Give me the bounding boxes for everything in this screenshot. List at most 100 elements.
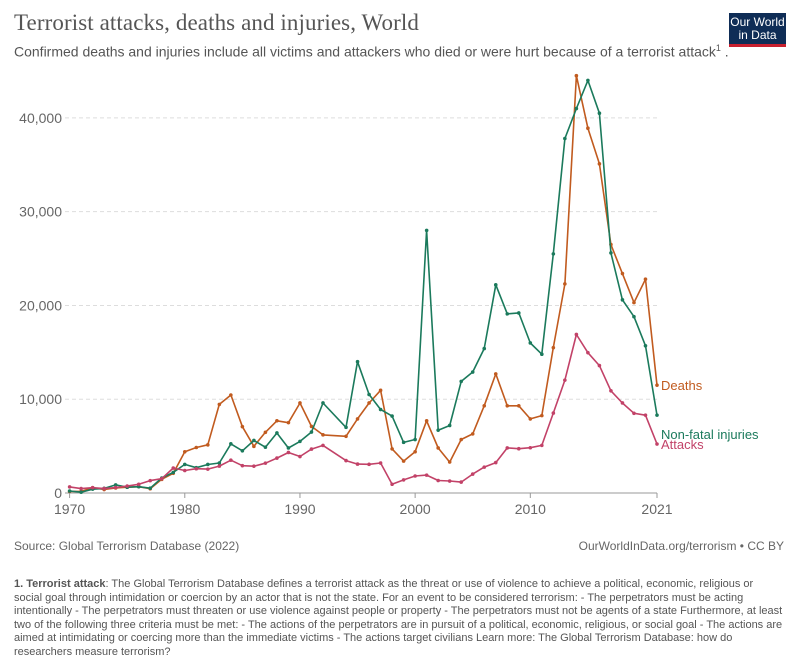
data-point[interactable]: [298, 454, 302, 459]
data-point[interactable]: [586, 78, 590, 83]
data-point[interactable]: [551, 252, 556, 256]
data-point[interactable]: [620, 401, 625, 405]
data-point[interactable]: [263, 445, 268, 450]
data-point[interactable]: [436, 428, 440, 432]
data-point[interactable]: [390, 414, 394, 418]
data-point[interactable]: [609, 251, 613, 255]
data-point[interactable]: [505, 446, 510, 450]
data-point[interactable]: [171, 470, 176, 475]
data-point[interactable]: [401, 478, 406, 482]
data-point[interactable]: [459, 480, 464, 484]
data-point[interactable]: [632, 314, 636, 319]
data-point[interactable]: [574, 332, 579, 337]
data-point[interactable]: [217, 464, 222, 468]
data-point[interactable]: [505, 312, 510, 316]
data-point[interactable]: [159, 476, 164, 481]
data-point[interactable]: [632, 411, 636, 416]
data-point[interactable]: [540, 443, 544, 448]
data-point[interactable]: [125, 484, 129, 488]
data-point[interactable]: [344, 434, 348, 439]
series-non-fatal-injuries[interactable]: [67, 78, 659, 495]
data-point[interactable]: [229, 393, 233, 397]
data-point[interactable]: [413, 449, 417, 454]
data-point[interactable]: [516, 446, 521, 451]
data-point[interactable]: [470, 370, 475, 374]
data-point[interactable]: [217, 461, 222, 465]
data-point[interactable]: [217, 402, 222, 407]
data-point[interactable]: [401, 459, 406, 463]
series-deaths[interactable]: [67, 73, 659, 494]
data-point[interactable]: [436, 446, 440, 450]
data-point[interactable]: [194, 445, 199, 450]
data-point[interactable]: [563, 282, 567, 286]
data-point[interactable]: [447, 423, 452, 428]
legend-label[interactable]: Deaths: [661, 378, 703, 393]
data-point[interactable]: [378, 407, 383, 412]
data-point[interactable]: [298, 401, 302, 405]
legend-label[interactable]: Non-fatal injuries: [661, 427, 759, 442]
data-point[interactable]: [551, 411, 556, 415]
data-point[interactable]: [620, 298, 625, 302]
data-point[interactable]: [136, 482, 141, 487]
data-point[interactable]: [252, 438, 256, 443]
data-point[interactable]: [344, 458, 348, 463]
data-point[interactable]: [540, 352, 544, 357]
data-point[interactable]: [470, 432, 475, 436]
data-point[interactable]: [643, 413, 648, 417]
data-point[interactable]: [482, 403, 487, 408]
data-point[interactable]: [574, 106, 579, 111]
data-point[interactable]: [493, 283, 498, 287]
data-point[interactable]: [113, 485, 118, 490]
data-point[interactable]: [309, 424, 314, 429]
data-point[interactable]: [79, 490, 83, 495]
data-point[interactable]: [459, 379, 464, 384]
owid-logo[interactable]: Our World in Data: [729, 13, 786, 47]
data-point[interactable]: [528, 341, 533, 345]
data-point[interactable]: [309, 447, 314, 451]
data-point[interactable]: [344, 425, 348, 430]
data-point[interactable]: [516, 311, 521, 315]
data-point[interactable]: [413, 437, 417, 442]
data-point[interactable]: [194, 466, 199, 471]
data-point[interactable]: [148, 486, 153, 490]
data-point[interactable]: [355, 359, 360, 364]
data-point[interactable]: [528, 445, 533, 450]
data-point[interactable]: [528, 417, 533, 421]
data-point[interactable]: [321, 433, 325, 437]
data-point[interactable]: [286, 420, 291, 425]
data-point[interactable]: [90, 485, 95, 490]
data-point[interactable]: [286, 446, 291, 450]
series-attacks[interactable]: [67, 332, 659, 491]
data-point[interactable]: [505, 403, 510, 408]
data-point[interactable]: [240, 424, 245, 429]
data-point[interactable]: [206, 467, 210, 471]
data-point[interactable]: [355, 462, 360, 466]
data-point[interactable]: [102, 486, 106, 491]
data-point[interactable]: [424, 418, 429, 423]
data-point[interactable]: [378, 388, 383, 393]
data-point[interactable]: [275, 431, 279, 435]
data-point[interactable]: [275, 456, 279, 460]
series-line[interactable]: [69, 79, 658, 494]
data-point[interactable]: [470, 472, 475, 476]
data-point[interactable]: [321, 443, 325, 448]
data-point[interactable]: [424, 228, 429, 233]
data-point[interactable]: [367, 401, 371, 405]
data-point[interactable]: [413, 474, 417, 478]
data-point[interactable]: [355, 417, 360, 421]
data-point[interactable]: [655, 442, 659, 446]
data-point[interactable]: [263, 461, 268, 465]
data-point[interactable]: [401, 440, 406, 445]
data-point[interactable]: [493, 372, 498, 376]
data-point[interactable]: [171, 466, 176, 470]
series-group[interactable]: [67, 73, 659, 495]
data-point[interactable]: [390, 447, 394, 451]
data-point[interactable]: [655, 383, 659, 387]
data-point[interactable]: [113, 483, 118, 487]
data-point[interactable]: [182, 468, 187, 473]
data-point[interactable]: [447, 460, 452, 464]
data-point[interactable]: [620, 271, 625, 276]
data-point[interactable]: [459, 437, 464, 442]
data-point[interactable]: [551, 345, 556, 350]
